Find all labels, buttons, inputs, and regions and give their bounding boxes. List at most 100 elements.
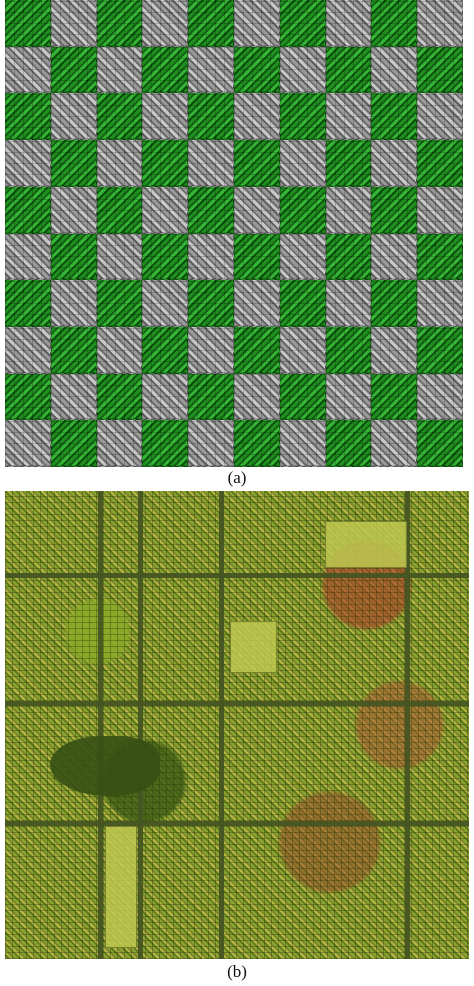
mosaic-tile: [96, 373, 143, 421]
road: [5, 821, 469, 826]
mosaic-tile: [279, 373, 326, 421]
mosaic-tile: [5, 373, 51, 421]
mosaic-tile: [142, 420, 189, 467]
mosaic-tile: [142, 233, 189, 281]
mosaic-tile: [142, 140, 189, 187]
mosaic-tile: [142, 186, 189, 234]
caption-a: (a): [227, 468, 247, 487]
mosaic-tile: [371, 46, 418, 94]
caption-b: (b): [227, 962, 247, 981]
mosaic-tile: [417, 326, 463, 374]
mosaic-tile: [50, 373, 97, 421]
mosaic-tile: [279, 233, 326, 281]
mosaic-tile: [371, 280, 418, 327]
mosaic-tile: [50, 233, 97, 281]
mosaic-tile: [325, 326, 372, 374]
mosaic-tile: [96, 186, 143, 234]
mosaic-tile: [188, 326, 234, 374]
mosaic-tile: [325, 280, 372, 327]
mosaic-tile: [5, 140, 51, 187]
mosaic-tile: [233, 373, 280, 421]
mosaic-tile: [233, 93, 280, 141]
mosaic-tile: [5, 233, 51, 281]
road: [138, 491, 143, 959]
mosaic-tile: [279, 93, 326, 141]
mosaic-tile: [325, 140, 372, 187]
mosaic-tile: [188, 280, 234, 327]
mosaic-tile: [188, 186, 234, 234]
mosaic-tile: [5, 0, 51, 47]
mosaic-tile: [142, 46, 189, 94]
mosaic-tile: [371, 140, 418, 187]
mosaic-tile: [5, 186, 51, 234]
mosaic-tile: [233, 233, 280, 281]
mosaic-tile: [233, 46, 280, 94]
mosaic-tile: [279, 140, 326, 187]
mosaic-tile: [96, 280, 143, 327]
park-area: [50, 736, 160, 796]
road: [219, 491, 224, 959]
mosaic-tile: [50, 280, 97, 327]
mosaic-tile: [96, 93, 143, 141]
mosaic-tile: [188, 46, 234, 94]
mosaic-tile: [5, 326, 51, 374]
mosaic-tile: [325, 233, 372, 281]
mosaic-tile: [96, 140, 143, 187]
mosaic-tile: [5, 93, 51, 141]
mosaic-tile: [96, 0, 143, 47]
mosaic-tile: [50, 0, 97, 47]
mosaic-tile: [279, 420, 326, 467]
mosaic-tile: [233, 140, 280, 187]
checkerboard-mosaic-image: [5, 0, 463, 467]
mosaic-tile: [188, 233, 234, 281]
mosaic-tile: [325, 420, 372, 467]
mosaic-tile: [50, 326, 97, 374]
mosaic-tile: [50, 93, 97, 141]
mosaic-tile: [417, 233, 463, 281]
mosaic-tile: [233, 186, 280, 234]
ballpark: [325, 521, 407, 568]
mosaic-tile: [5, 280, 51, 327]
mosaic-tile: [325, 93, 372, 141]
mosaic-tile: [325, 0, 372, 47]
mosaic-tile: [5, 46, 51, 94]
lot: [230, 621, 277, 673]
mosaic-tile: [188, 420, 234, 467]
mosaic-tile: [142, 326, 189, 374]
mosaic-tile: [325, 46, 372, 94]
mosaic-tile: [96, 326, 143, 374]
mosaic-tile: [417, 280, 463, 327]
mosaic-tile: [417, 373, 463, 421]
mosaic-tile: [417, 140, 463, 187]
mosaic-tile: [233, 0, 280, 47]
mosaic-tile: [233, 420, 280, 467]
mosaic-tile: [325, 186, 372, 234]
fused-aerial-image: [5, 491, 469, 959]
mosaic-tile: [371, 186, 418, 234]
road: [405, 491, 410, 959]
mosaic-tile: [279, 46, 326, 94]
mosaic-tile: [279, 186, 326, 234]
mosaic-tile: [188, 0, 234, 47]
mosaic-tile: [188, 93, 234, 141]
mosaic-tile: [371, 0, 418, 47]
road: [5, 701, 469, 706]
mosaic-tile: [188, 373, 234, 421]
sports-field: [105, 826, 137, 948]
road: [98, 491, 103, 959]
mosaic-tile: [96, 46, 143, 94]
mosaic-tile: [417, 46, 463, 94]
mosaic-tile: [371, 420, 418, 467]
mosaic-tile: [50, 420, 97, 467]
mosaic-tile: [142, 93, 189, 141]
mosaic-tile: [50, 46, 97, 94]
road: [5, 573, 469, 578]
mosaic-tile: [233, 280, 280, 327]
mosaic-tile: [325, 373, 372, 421]
mosaic-tile: [96, 233, 143, 281]
mosaic-tile: [142, 280, 189, 327]
mosaic-tile: [188, 140, 234, 187]
mosaic-tile: [371, 373, 418, 421]
mosaic-tile: [371, 233, 418, 281]
mosaic-tile: [371, 326, 418, 374]
